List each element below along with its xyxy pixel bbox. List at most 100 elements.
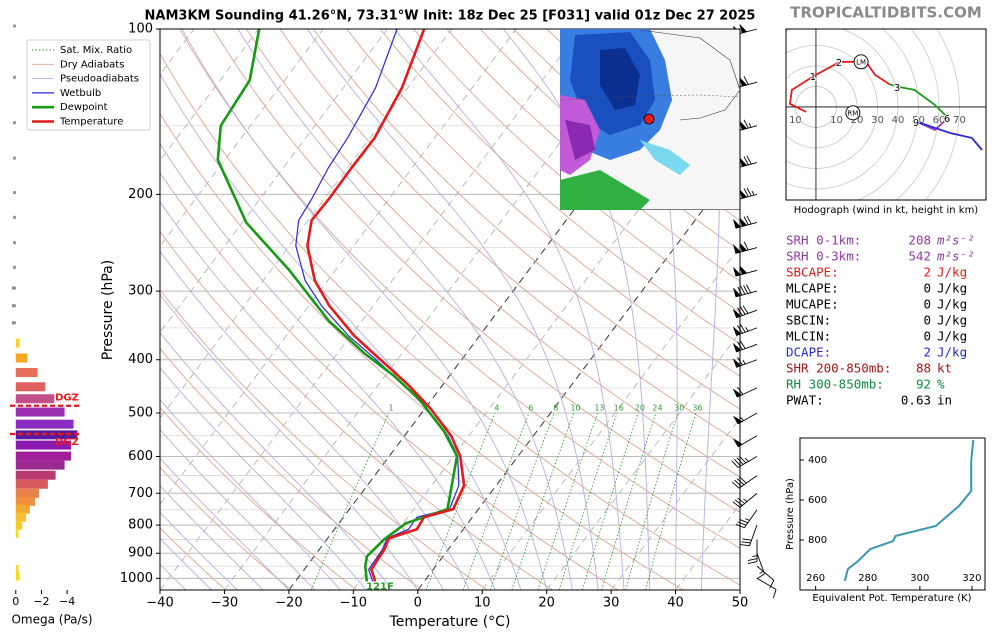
parameter-unit: m²s⁻² bbox=[936, 249, 975, 264]
omega-bar bbox=[15, 504, 30, 514]
mixing-ratio-label: 13 bbox=[594, 404, 604, 413]
wind-barb bbox=[747, 539, 758, 565]
legend: Sat. Mix. Ratio Dry Adiabats Pseudoadiabat… bbox=[26, 39, 151, 131]
parameter-value: 88 bbox=[916, 361, 931, 376]
hodograph-ring-label: 10 bbox=[789, 115, 802, 126]
omega-bar bbox=[11, 304, 16, 308]
omega-bar bbox=[15, 368, 38, 378]
parameter-label: SRH 0-3km: bbox=[786, 249, 861, 264]
wind-barb bbox=[756, 577, 777, 599]
wind-barb bbox=[732, 305, 758, 319]
parameter-label: SBCIN: bbox=[786, 313, 831, 328]
wind-barb bbox=[731, 475, 758, 489]
y-tick-label: 400 bbox=[808, 455, 827, 466]
parameter-value: 2 bbox=[923, 345, 931, 360]
mixing-ratio-label: 36 bbox=[692, 404, 702, 413]
profile-line bbox=[306, 29, 466, 582]
dry-adiabat bbox=[212, 29, 740, 513]
isotherm bbox=[352, 73, 740, 590]
barb-pennant bbox=[732, 342, 742, 353]
height-label: 1 bbox=[810, 72, 816, 83]
hodograph-ring-label: 10 bbox=[830, 115, 843, 126]
pseudoadiabat bbox=[160, 398, 341, 590]
omega-bar bbox=[15, 496, 36, 506]
x-tick-label: 320 bbox=[962, 573, 981, 584]
height-label: 9 bbox=[913, 118, 919, 129]
y-tick-label: 800 bbox=[808, 535, 827, 546]
parameter-label: DCAPE: bbox=[786, 345, 831, 360]
y-tick-label: 800 bbox=[128, 518, 153, 533]
pseudoadiabat bbox=[394, 29, 625, 590]
legend-label: Temperature bbox=[59, 117, 123, 128]
wind-barb bbox=[732, 435, 758, 448]
pseudoadiabat bbox=[502, 29, 651, 590]
pseudoadiabat bbox=[160, 293, 419, 590]
profile-line bbox=[216, 29, 459, 582]
omega-bar bbox=[15, 394, 55, 404]
parameter-label: MLCIN: bbox=[786, 329, 831, 344]
barb-pennant bbox=[732, 264, 748, 277]
x-tick-label: 10 bbox=[474, 596, 491, 611]
barb-pennant bbox=[732, 438, 743, 448]
y-tick-label: 100 bbox=[128, 22, 153, 37]
omega-bar bbox=[13, 75, 16, 79]
parameter-value: 542 bbox=[908, 249, 931, 264]
x-tick-label: 300 bbox=[910, 573, 929, 584]
dry-adiabat bbox=[379, 29, 740, 345]
barb-staff bbox=[731, 475, 758, 489]
dry-adiabat bbox=[446, 29, 740, 282]
parameter-label: PWAT: bbox=[786, 393, 824, 408]
isotherm bbox=[224, 29, 646, 590]
legend-box bbox=[26, 39, 151, 131]
pseudoadiabat bbox=[160, 366, 367, 590]
hodograph-frame bbox=[785, 28, 987, 201]
dry-adiabat bbox=[160, 527, 227, 590]
legend-label: Dewpoint bbox=[60, 102, 108, 113]
mixing-ratio-label: 24 bbox=[652, 404, 662, 413]
wind-barb bbox=[732, 324, 758, 336]
x-tick-label: −40 bbox=[146, 596, 173, 611]
mixing-ratio-label: 16 bbox=[614, 404, 624, 413]
y-tick-label: 700 bbox=[128, 486, 153, 501]
height-label: 6 bbox=[944, 114, 950, 125]
hodograph-trace bbox=[916, 121, 983, 151]
mixing-ratio-label: 8 bbox=[553, 404, 558, 413]
mixing-ratio-label: 10 bbox=[570, 404, 580, 413]
parameter-unit: % bbox=[937, 377, 945, 392]
omega-bar bbox=[13, 156, 16, 160]
height-label: 2 bbox=[836, 58, 842, 69]
omega-bar bbox=[13, 24, 16, 28]
mixing-ratio-label: 4 bbox=[494, 404, 499, 413]
y-tick-label: 600 bbox=[128, 449, 153, 464]
omega-bar bbox=[15, 382, 46, 392]
omega-bar bbox=[15, 353, 28, 363]
isotherm bbox=[160, 29, 582, 590]
pseudoadiabat bbox=[700, 29, 721, 590]
omega-bar bbox=[15, 488, 39, 498]
dry-adiabat bbox=[279, 29, 740, 444]
y-tick-label: 600 bbox=[808, 495, 827, 506]
omega-bar bbox=[15, 571, 20, 581]
parameter-value: 0 bbox=[923, 329, 931, 344]
x-tick-label: −10 bbox=[340, 596, 367, 611]
barb-staff bbox=[756, 577, 777, 599]
x-tick-label: 0 bbox=[414, 596, 422, 611]
pseudoadiabat bbox=[619, 29, 678, 590]
parameter-label: SBCAPE: bbox=[786, 265, 839, 280]
omega-bar bbox=[11, 286, 16, 290]
pseudoadiabat bbox=[306, 29, 599, 590]
x-tick-label: 0 bbox=[12, 595, 19, 608]
barb-pennant bbox=[732, 357, 742, 368]
omega-bar bbox=[15, 419, 74, 429]
x-tick-label: 30 bbox=[603, 596, 620, 611]
legend-label: Sat. Mix. Ratio bbox=[60, 45, 132, 56]
mixing-ratio-line bbox=[425, 412, 496, 590]
hodograph-panel: 10 10 20 30 40 50 60 70 1 2 3 6 9 RM LM bbox=[785, 28, 987, 201]
omega-bar bbox=[15, 564, 19, 574]
dry-adiabat bbox=[160, 466, 292, 590]
barb-staff bbox=[740, 524, 758, 547]
plot-frame bbox=[159, 28, 741, 591]
wind-barb bbox=[732, 215, 758, 229]
y-tick-label: 300 bbox=[128, 284, 153, 299]
